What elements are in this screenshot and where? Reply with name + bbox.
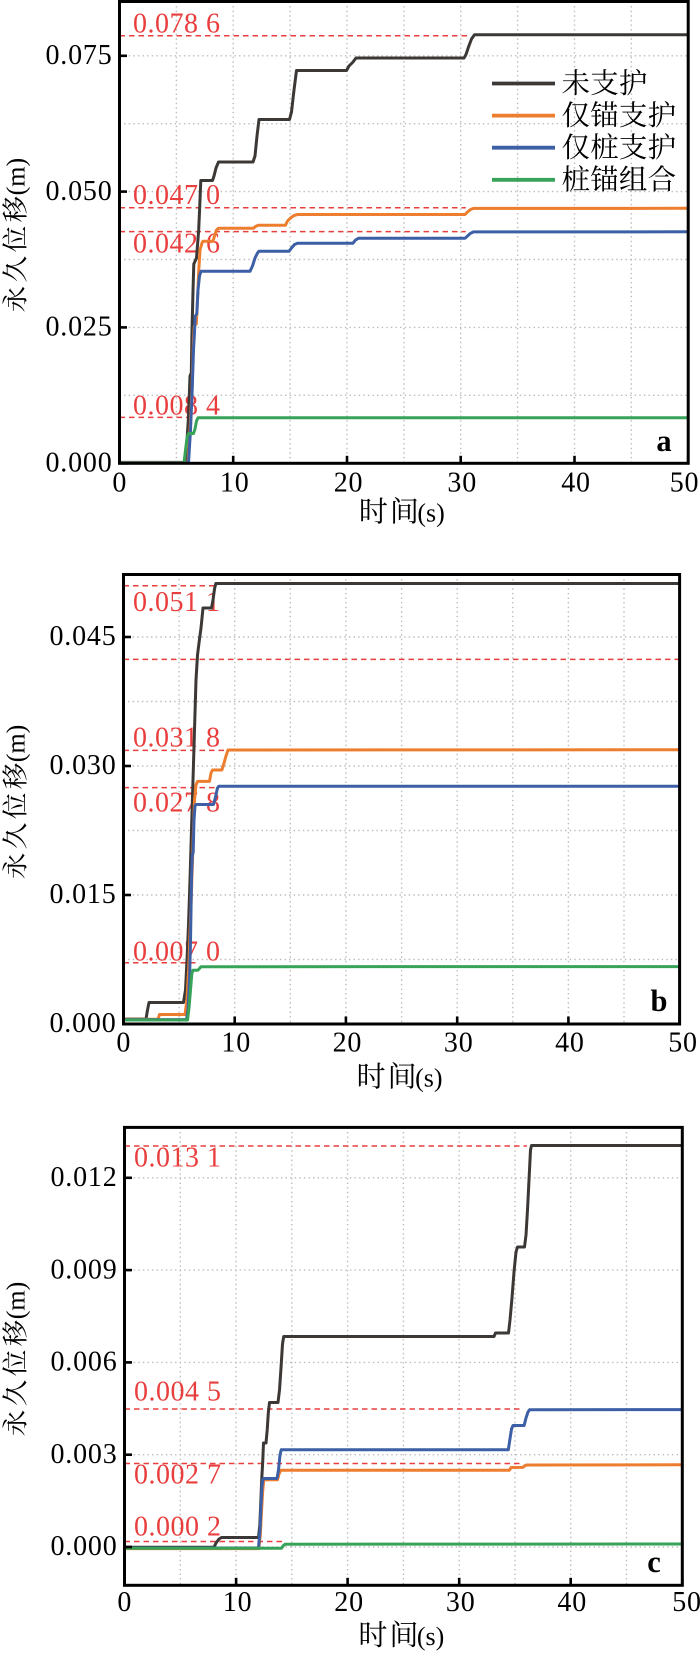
svg-text:0.030: 0.030 [50,750,117,781]
svg-text:(m): (m) [2,158,31,196]
svg-text:0.004 5: 0.004 5 [134,1377,222,1408]
svg-text:10: 10 [220,467,250,498]
svg-text:(m): (m) [2,1282,31,1320]
svg-text:20: 20 [334,1587,364,1618]
svg-text:50: 50 [670,467,700,498]
svg-text:0.000 2: 0.000 2 [134,1512,222,1543]
svg-text:0.047 0: 0.047 0 [133,180,221,211]
svg-text:0.000: 0.000 [51,1531,118,1562]
svg-text:a: a [656,424,671,458]
svg-text:50: 50 [672,1587,700,1618]
svg-text:10: 10 [223,1587,253,1618]
svg-text:40: 40 [557,1587,587,1618]
svg-text:(s): (s) [415,1064,442,1093]
svg-text:0: 0 [112,467,127,498]
svg-text:0.045: 0.045 [50,621,117,652]
svg-text:0.051 1: 0.051 1 [133,587,221,618]
svg-text:0.015: 0.015 [50,879,117,910]
svg-text:20: 20 [333,1028,363,1059]
svg-text:30: 30 [446,1587,476,1618]
svg-text:0.007 0: 0.007 0 [133,937,221,968]
svg-text:(m): (m) [2,725,31,763]
svg-text:0: 0 [117,1587,132,1618]
svg-text:0.050: 0.050 [46,176,113,207]
svg-text:c: c [647,1545,661,1579]
svg-text:0.075: 0.075 [46,40,113,71]
svg-text:20: 20 [334,467,364,498]
svg-text:b: b [651,984,668,1018]
svg-text:0.006: 0.006 [51,1347,118,1378]
svg-text:50: 50 [668,1028,698,1059]
svg-text:0.013 1: 0.013 1 [134,1143,222,1174]
svg-text:0.012: 0.012 [51,1162,118,1193]
svg-text:0: 0 [116,1028,131,1059]
svg-text:0.009: 0.009 [51,1254,118,1285]
svg-text:0.003: 0.003 [51,1439,118,1470]
svg-text:0.000: 0.000 [50,1008,117,1039]
svg-text:0.042 6: 0.042 6 [133,229,221,260]
svg-text:10: 10 [221,1028,251,1059]
svg-text:(s): (s) [417,1622,444,1651]
svg-text:0.025: 0.025 [46,312,113,343]
svg-text:30: 30 [444,1028,474,1059]
svg-text:40: 40 [555,1028,585,1059]
svg-text:0.031 8: 0.031 8 [133,723,221,754]
svg-text:0.078 6: 0.078 6 [133,9,221,40]
svg-text:0.002 7: 0.002 7 [134,1460,222,1491]
svg-text:(s): (s) [417,499,444,528]
svg-text:40: 40 [561,467,591,498]
svg-text:30: 30 [447,467,477,498]
svg-text:0.000: 0.000 [46,448,113,479]
